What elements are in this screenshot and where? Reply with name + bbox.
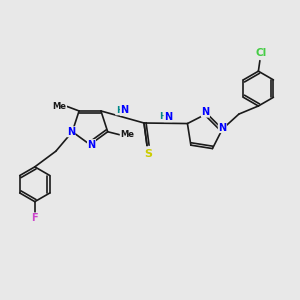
- Text: N: N: [218, 123, 226, 133]
- Text: N: N: [164, 112, 172, 122]
- Text: Cl: Cl: [255, 48, 266, 58]
- Text: N: N: [121, 105, 129, 116]
- Text: N: N: [87, 140, 96, 150]
- Text: N: N: [67, 127, 75, 137]
- Text: N: N: [201, 107, 209, 117]
- Text: H: H: [116, 106, 123, 115]
- Text: Me: Me: [52, 102, 67, 111]
- Text: F: F: [32, 213, 38, 223]
- Text: S: S: [145, 149, 152, 160]
- Text: Me: Me: [120, 130, 134, 139]
- Text: H: H: [159, 112, 166, 121]
